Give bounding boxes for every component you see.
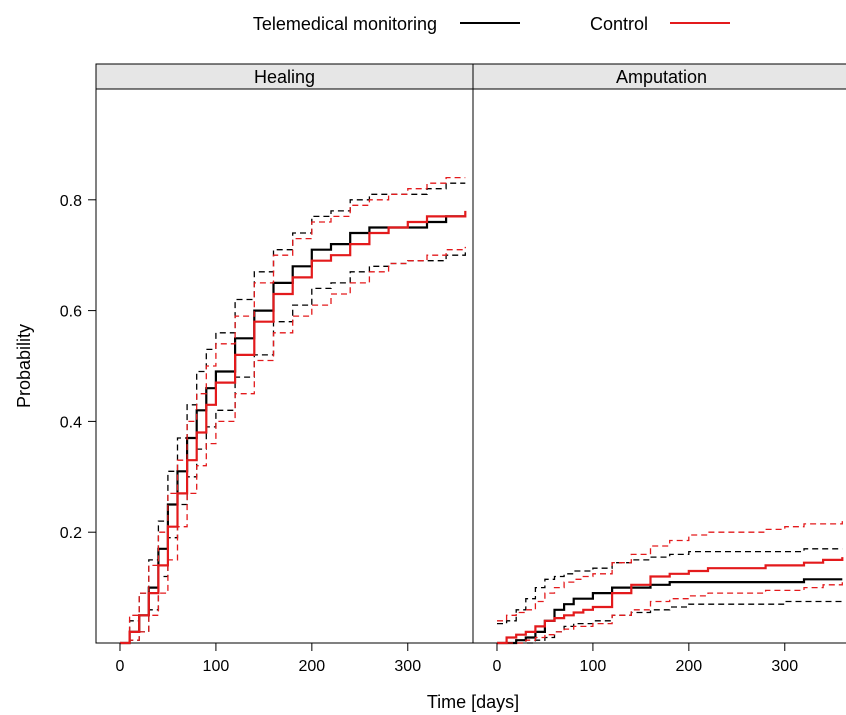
y-tick-label-0.6: 0.6 <box>60 304 82 321</box>
y-tick-label-0.2: 0.2 <box>60 525 82 542</box>
healing-control-lower-ci <box>120 246 466 644</box>
healing-x-tick-label-0: 0 <box>116 658 125 675</box>
strip-healing-bg <box>95 63 474 90</box>
healing-control-upper-ci <box>120 176 466 644</box>
panel-amputation-frame <box>472 88 846 644</box>
amputation-telemedical-monitoring-lower-ci <box>497 600 843 644</box>
amputation-x-tick-label-200: 200 <box>675 658 702 675</box>
strip-amputation-label: Amputation <box>616 67 707 87</box>
amputation-telemedical-monitoring-upper-ci <box>497 548 843 625</box>
legend-label-telemedical: Telemedical monitoring <box>253 14 437 34</box>
healing-x-tick-label-100: 100 <box>203 658 230 675</box>
healing-x-tick-label-200: 200 <box>298 658 325 675</box>
y-axis-title: Probability <box>14 324 34 408</box>
x-axis-title: Time [days] <box>427 692 519 712</box>
y-tick-label-0.8: 0.8 <box>60 193 82 210</box>
amputation-control-line <box>497 557 844 645</box>
y-tick-label-0.4: 0.4 <box>60 414 82 431</box>
amputation-x-tick-label-100: 100 <box>580 658 607 675</box>
amputation-telemedical-monitoring-line <box>497 578 843 645</box>
healing-x-tick-label-300: 300 <box>394 658 421 675</box>
amputation-control-lower-ci <box>497 582 843 644</box>
series-layer <box>120 176 844 645</box>
legend-label-control: Control <box>590 14 648 34</box>
amputation-x-tick-label-300: 300 <box>771 658 798 675</box>
axes-layer: 0 100 200 300 0 100 200 300 0.2 0.4 0.6 0.8 <box>60 193 798 675</box>
strip-healing: Healing <box>95 63 474 90</box>
amputation-control-upper-ci <box>497 521 843 622</box>
healing-telemedical-monitoring-lower-ci <box>120 252 466 644</box>
legend: Telemedical monitoring Control <box>253 14 730 34</box>
strip-healing-label: Healing <box>254 67 315 87</box>
amputation-x-tick-label-0: 0 <box>493 658 502 675</box>
strip-amputation: Amputation <box>472 63 846 90</box>
healing-control-line <box>120 210 467 645</box>
